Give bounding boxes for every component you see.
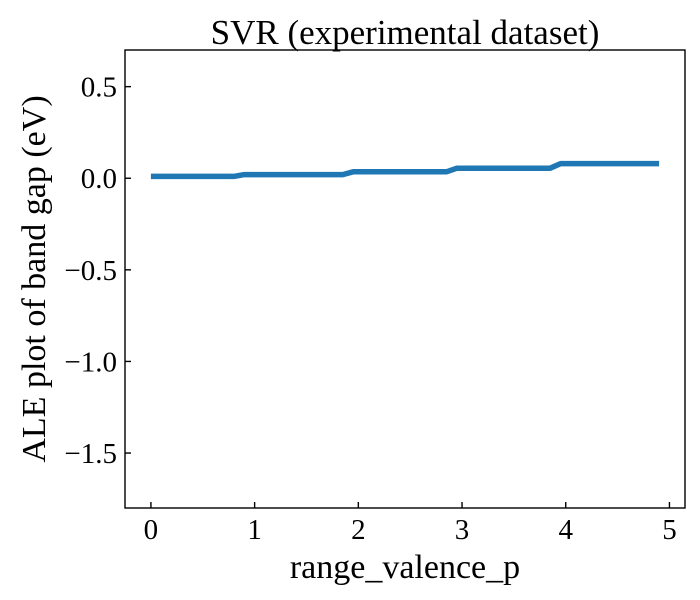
x-tick-label: 0 <box>144 514 159 546</box>
y-axis-label: ALE plot of band gap (eV) <box>16 95 53 462</box>
x-axis-ticks: 0 1 2 3 4 5 <box>144 502 677 546</box>
chart-title: SVR (experimental dataset) <box>211 13 600 52</box>
y-tick-label: −1.0 <box>64 346 117 378</box>
y-axis-ticks: 0.5 0.0 −0.5 −1.0 −1.5 <box>64 72 131 470</box>
x-tick-label: 2 <box>351 514 366 546</box>
plot-frame <box>124 49 686 509</box>
y-tick-label: 0.0 <box>81 163 117 195</box>
y-tick-label: −1.5 <box>64 438 117 470</box>
x-tick-label: 4 <box>558 514 573 546</box>
y-tick-label: 0.5 <box>81 72 117 104</box>
series-layer <box>150 160 660 180</box>
x-tick-label: 5 <box>662 514 677 546</box>
series-line <box>150 160 660 180</box>
y-tick-label: −0.5 <box>64 255 117 287</box>
x-tick-label: 3 <box>455 514 470 546</box>
x-tick-label: 1 <box>247 514 262 546</box>
x-axis-label: range_valence_p <box>290 549 520 586</box>
